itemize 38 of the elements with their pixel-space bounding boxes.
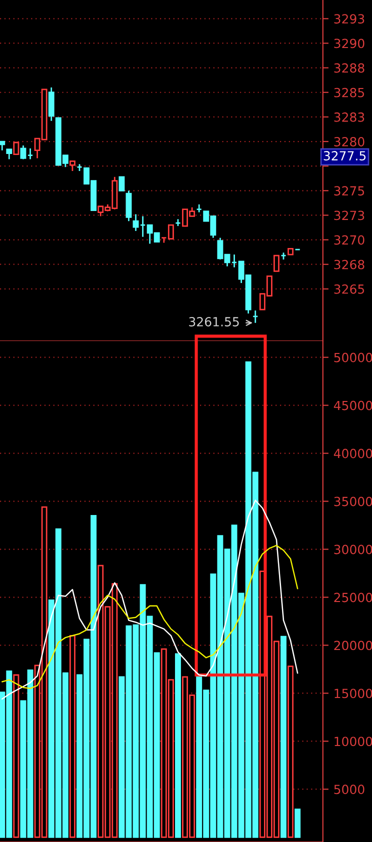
bar xyxy=(280,636,286,838)
line-series xyxy=(1,500,298,700)
y-tick-label: 3283 xyxy=(334,112,364,122)
y-tick-label: 40000 xyxy=(334,448,372,458)
y-tick-label: 35000 xyxy=(334,496,372,506)
bar xyxy=(288,666,294,838)
candlestick xyxy=(48,86,54,122)
y-tick-label: 3270 xyxy=(334,235,364,245)
y-tick-label: 3288 xyxy=(334,63,364,73)
candlestick xyxy=(231,254,238,268)
candlestick xyxy=(196,204,202,213)
y-tick-label: 15000 xyxy=(334,688,372,698)
y-tick-label: 30000 xyxy=(334,544,372,554)
y-tick-label: 3275 xyxy=(334,186,364,196)
line-series xyxy=(1,544,298,690)
y-tick-label: 3290 xyxy=(334,38,364,48)
y-tick-label: 3265 xyxy=(334,284,364,294)
y-tick-label: 20000 xyxy=(334,640,372,650)
y-tick-label: 3285 xyxy=(334,88,364,98)
text: 3277.5 xyxy=(324,151,366,160)
y-tick-label: 3273 xyxy=(334,210,364,220)
y-tick-label: 25000 xyxy=(334,592,372,602)
bar xyxy=(69,634,76,838)
bar xyxy=(13,674,20,838)
annotation: 3261.55 xyxy=(189,317,239,326)
y-tick-label: 50000 xyxy=(334,352,372,362)
candlestick xyxy=(126,190,132,222)
y-tick-label: 3293 xyxy=(334,14,364,24)
candlestick xyxy=(20,144,26,160)
candlestick xyxy=(27,148,34,160)
bar xyxy=(294,808,301,838)
bar xyxy=(175,653,181,838)
y-tick-label: 45000 xyxy=(334,400,372,410)
y-tick-label: 10000 xyxy=(334,736,372,746)
candlestick xyxy=(252,310,258,324)
y-tick-label: 3268 xyxy=(334,260,364,270)
y-tick-label: 5000 xyxy=(334,784,364,794)
y-tick-label: 3280 xyxy=(334,136,364,146)
